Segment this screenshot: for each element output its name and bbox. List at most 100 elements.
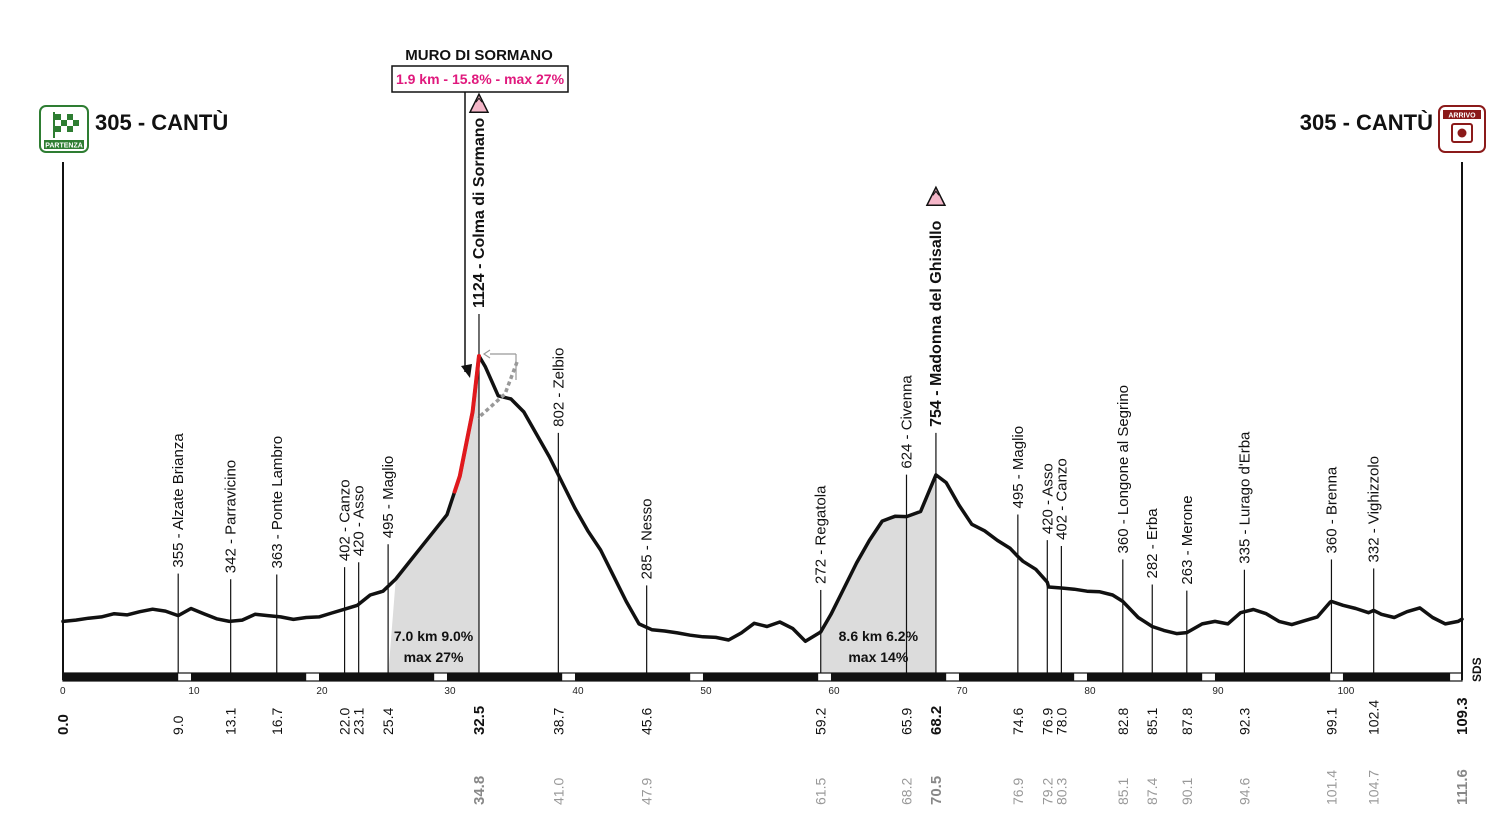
start-badge-label: PARTENZA [45,143,83,150]
place-label: 282 - Erba [1144,508,1161,579]
place-km-remaining: 101.4 [1323,770,1339,805]
axis-tick-30: 30 [444,686,456,697]
axis-segment [1086,673,1203,681]
place-km-remaining: 79.2 [1039,778,1055,805]
place-km-remaining: 61.5 [813,778,829,805]
place-label: 263 - Merone [1179,495,1196,584]
place-label: 754 - Madonna del Ghisallo [928,220,945,426]
place-label: 335 - Lurago d'Erba [1236,431,1253,564]
place-km-remaining: 34.8 [471,776,488,805]
place-km: 16.7 [269,708,285,735]
axis-segment [190,673,307,681]
axis-segment [1342,673,1451,681]
axis-tick-80: 80 [1084,686,1096,697]
finish-city: 305 - CANTÙ [1300,110,1433,135]
gpm-mountain-icon [925,185,947,207]
climb-max-2: max 14% [848,649,908,665]
place-9: 285 - Nesso 45.6 47.9 [639,499,656,805]
place-label: 272 - Regatola [813,485,830,584]
place-km: 82.8 [1115,708,1131,735]
place-km-remaining: 90.1 [1179,778,1195,805]
start-badge: PARTENZA [39,105,89,153]
place-km-remaining: 70.5 [928,776,945,805]
place-km: 85.1 [1144,708,1160,735]
callout-box [391,65,569,93]
muro-callout: MURO DI SORMANO 1.9 km - 15.8% - max 27% [391,47,569,378]
place-km: 78.0 [1053,708,1069,735]
place-km-remaining: 94.6 [1236,778,1252,805]
km-axis: 0.0 109.3 111.6 0 10 20 30 40 50 60 70 80 90 100 [55,672,1471,805]
axis-tick-60: 60 [828,686,840,697]
finish-km-remaining: 111.6 [1454,769,1471,805]
callout-arrow [461,364,472,378]
place-label: 1124 - Colma di Sormano [471,117,488,308]
place-km: 76.9 [1039,708,1055,735]
checkered-flag-icon [53,112,79,138]
place-label: 332 - Vighizzolo [1366,456,1383,562]
place-6: 495 - Maglio 25.4 [380,456,397,735]
place-3: 363 - Ponte Lambro 16.7 [269,436,286,735]
axis-tick-100: 100 [1338,686,1355,697]
place-km: 65.9 [898,708,914,735]
place-markers: 355 - Alzate Brianza 9.0 342 - Parravicino… [170,92,1383,805]
place-label: 360 - Brenna [1323,466,1340,553]
place-km: 25.4 [380,708,396,735]
place-km: 22.0 [337,708,353,735]
climb-area-1 [388,356,479,676]
finish-badge-label: ARRIVO [1448,113,1476,120]
axis-segment [830,673,947,681]
climb-length-2: 8.6 km 6.2% [839,628,919,644]
place-label: 420 - Asso [1039,463,1056,534]
place-7: 1124 - Colma di Sormano 32.5 34.8 [468,92,490,805]
place-19: 335 - Lurago d'Erba 92.3 94.6 [1236,431,1253,805]
place-20: 360 - Brenna 99.1 101.4 [1323,466,1340,805]
callout-title: MURO DI SORMANO [405,47,553,64]
climb-length-1: 7.0 km 9.0% [394,628,474,644]
place-label: 363 - Ponte Lambro [269,436,286,569]
axis-segment [958,673,1075,681]
place-1: 355 - Alzate Brianza 9.0 [170,433,187,735]
axis-segment [63,673,179,681]
start-km: 0.0 [55,714,72,735]
climb-areas [388,356,936,676]
place-18: 263 - Merone 87.8 90.1 [1179,495,1196,805]
profile-line [61,354,1464,644]
axis-segment [574,673,691,681]
climb-labels: 7.0 km 9.0% max 27% 8.6 km 6.2% max 14% [394,628,919,665]
place-label: 360 - Longone al Segrino [1115,385,1132,553]
place-4: 402 - Canzo 22.0 [337,479,354,735]
place-km: 102.4 [1366,700,1382,735]
place-5: 420 - Asso 23.1 [351,485,368,735]
place-km: 68.2 [928,706,945,735]
axis-tick-0: 0 [60,686,66,697]
finish-camera-icon [1451,123,1473,143]
axis-segment [318,673,435,681]
place-label: 342 - Parravicino [223,460,240,573]
place-16: 360 - Longone al Segrino 82.8 85.1 [1115,385,1132,805]
place-km: 59.2 [813,708,829,735]
climb-area-2 [820,474,936,676]
place-km: 99.1 [1323,708,1339,735]
place-label: 355 - Alzate Brianza [170,433,187,568]
place-label: 624 - Civenna [898,375,915,469]
place-8: 802 - Zelbio 38.7 41.0 [550,348,567,805]
place-11: 624 - Civenna 65.9 68.2 [898,375,915,805]
finish-km: 109.3 [1454,697,1471,735]
axis-tick-40: 40 [572,686,584,697]
axis-tick-50: 50 [700,686,712,697]
place-15: 402 - Canzo 78.0 80.3 [1053,458,1070,805]
place-label: 420 - Asso [351,485,368,556]
steep-section-line [452,354,481,494]
start-city: 305 - CANTÙ [95,110,228,135]
place-km: 9.0 [170,715,186,735]
axis-segment [446,673,563,681]
callout-stats: 1.9 km - 15.8% - max 27% [396,71,565,87]
place-km-remaining: 85.1 [1115,778,1131,805]
place-km: 13.1 [223,708,239,735]
gpm-mountain-icon [468,92,490,113]
axis-tick-70: 70 [956,686,968,697]
place-km: 23.1 [351,708,367,735]
detour-indicator [476,349,519,420]
